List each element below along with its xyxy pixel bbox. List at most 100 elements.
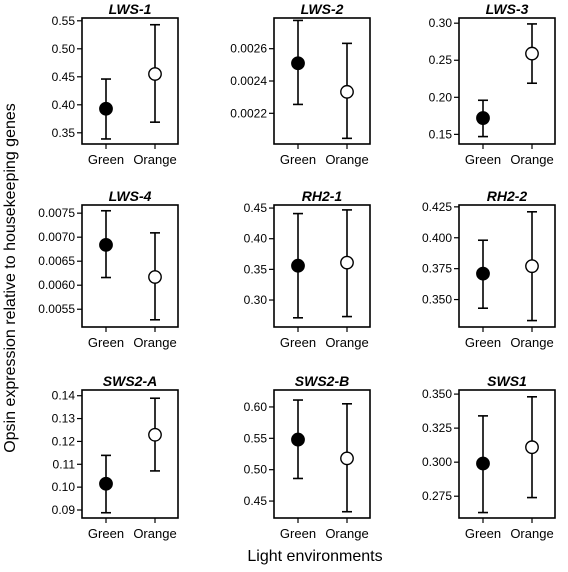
x-tick-label-orange: Orange <box>510 152 553 167</box>
data-point-orange <box>525 46 539 61</box>
panel-lws-1: LWS-1 0.35 0.40 0.45 0.50 0.55 Green Orange <box>52 1 179 167</box>
data-point-orange <box>340 451 354 466</box>
y-tick-label: 0.25 <box>429 53 453 67</box>
panel-rh2-1: RH2-1 0.30 0.35 0.40 0.45 Green Orange <box>244 188 371 350</box>
panel-sws1: SWS1 0.275 0.300 0.325 0.350 Green Orange <box>422 373 556 541</box>
plot-frame <box>273 17 371 145</box>
y-tick-label: 0.12 <box>52 434 76 448</box>
y-tick-label: 0.0060 <box>38 278 75 292</box>
y-tick-label: 0.30 <box>429 16 453 30</box>
panel-lws-4: LWS-4 0.0055 0.0060 0.0065 0.0070 0.0075 Green… <box>38 188 179 350</box>
y-tick-label: 0.14 <box>52 389 76 403</box>
panel-title: LWS-2 <box>301 1 344 17</box>
x-tick-label-orange: Orange <box>510 335 553 350</box>
x-tick-label-green: Green <box>280 152 316 167</box>
x-tick-label-green: Green <box>88 526 124 541</box>
plot-frame <box>81 389 179 519</box>
panel-rh2-2: RH2-2 0.350 0.375 0.400 0.425 Green Orange <box>422 188 556 350</box>
y-tick-label: 0.0065 <box>38 254 75 268</box>
y-tick-label: 0.400 <box>422 231 452 245</box>
data-point-orange <box>148 270 162 284</box>
x-tick-label-orange: Orange <box>325 152 368 167</box>
panel-title: LWS-1 <box>109 1 152 17</box>
y-tick-label: 0.0026 <box>230 42 267 56</box>
y-axis-label: Opsin expression relative to housekeepin… <box>2 103 19 453</box>
panel-lws-2: LWS-2 0.0022 0.0024 0.0026 Green Orange <box>230 1 371 167</box>
y-tick-label: 0.300 <box>422 455 452 469</box>
x-tick-label-orange: Orange <box>325 335 368 350</box>
data-point-orange <box>148 427 162 442</box>
y-tick-label: 0.45 <box>244 201 268 215</box>
y-tick-label: 0.20 <box>429 90 453 104</box>
y-tick-label: 0.60 <box>244 400 268 414</box>
data-point-orange <box>148 67 162 81</box>
y-tick-label: 0.11 <box>53 457 76 471</box>
data-point-green <box>99 237 113 252</box>
x-tick-label-green: Green <box>280 526 316 541</box>
plot-frame <box>273 204 371 328</box>
x-tick-label-green: Green <box>465 526 501 541</box>
y-tick-label: 0.35 <box>244 262 268 276</box>
panel-sws2-b: SWS2-B 0.45 0.50 0.55 0.60 Green Orange <box>244 373 371 541</box>
plot-frame <box>81 204 179 328</box>
y-tick-label: 0.0055 <box>38 302 75 316</box>
y-tick-label: 0.0022 <box>230 106 267 120</box>
x-tick-label-green: Green <box>88 152 124 167</box>
x-tick-label-orange: Orange <box>133 152 176 167</box>
panel-title: LWS-4 <box>109 188 152 204</box>
panel-title: SWS2-B <box>295 373 349 389</box>
x-tick-label-orange: Orange <box>133 526 176 541</box>
panel-title: RH2-1 <box>302 188 343 204</box>
panel-title: SWS1 <box>487 373 527 389</box>
plot-frame <box>458 204 556 328</box>
panel-title: LWS-3 <box>486 1 529 17</box>
panel-title: RH2-2 <box>487 188 528 204</box>
y-tick-label: 0.425 <box>422 200 452 214</box>
y-tick-label: 0.45 <box>244 494 268 508</box>
panel-lws-3: LWS-3 0.15 0.20 0.25 0.30 Green Orange <box>429 1 556 167</box>
y-tick-label: 0.350 <box>422 293 452 307</box>
y-tick-label: 0.40 <box>244 232 268 246</box>
data-point-orange <box>340 255 354 270</box>
y-tick-label: 0.09 <box>52 503 76 517</box>
plot-frame <box>458 389 556 519</box>
x-tick-label-green: Green <box>465 335 501 350</box>
y-tick-label: 0.0075 <box>38 206 75 220</box>
x-tick-label-orange: Orange <box>133 335 176 350</box>
data-point-green <box>476 456 490 471</box>
y-tick-label: 0.50 <box>244 463 268 477</box>
y-tick-label: 0.0024 <box>230 74 267 88</box>
data-point-green <box>291 432 305 447</box>
y-tick-label: 0.0070 <box>38 230 75 244</box>
x-tick-label-orange: Orange <box>325 526 368 541</box>
x-axis-label: Light environments <box>247 548 382 565</box>
data-point-green <box>291 258 305 273</box>
y-tick-label: 0.325 <box>422 421 452 435</box>
data-point-orange <box>525 440 539 455</box>
y-tick-label: 0.55 <box>244 431 268 445</box>
y-tick-label: 0.13 <box>52 412 76 426</box>
y-tick-label: 0.35 <box>52 126 76 140</box>
y-tick-label: 0.30 <box>244 293 268 307</box>
data-point-green <box>476 266 490 281</box>
y-tick-label: 0.10 <box>52 480 76 494</box>
y-tick-label: 0.375 <box>422 262 452 276</box>
x-tick-label-green: Green <box>88 335 124 350</box>
y-tick-label: 0.45 <box>52 70 76 84</box>
x-tick-label-green: Green <box>465 152 501 167</box>
y-tick-label: 0.15 <box>429 127 453 141</box>
data-point-green <box>291 56 305 71</box>
data-point-green <box>476 111 490 125</box>
y-tick-label: 0.55 <box>52 14 76 28</box>
plot-frame <box>81 17 179 145</box>
x-tick-label-orange: Orange <box>510 526 553 541</box>
data-point-orange <box>340 84 354 99</box>
data-point-green <box>99 101 113 116</box>
y-tick-label: 0.40 <box>52 98 76 112</box>
data-point-orange <box>525 259 539 274</box>
plot-frame <box>273 389 371 519</box>
panel-sws2-a: SWS2-A 0.09 0.10 0.11 0.12 0.13 0.14 Green Orang… <box>52 373 179 541</box>
plot-frame <box>458 17 556 145</box>
